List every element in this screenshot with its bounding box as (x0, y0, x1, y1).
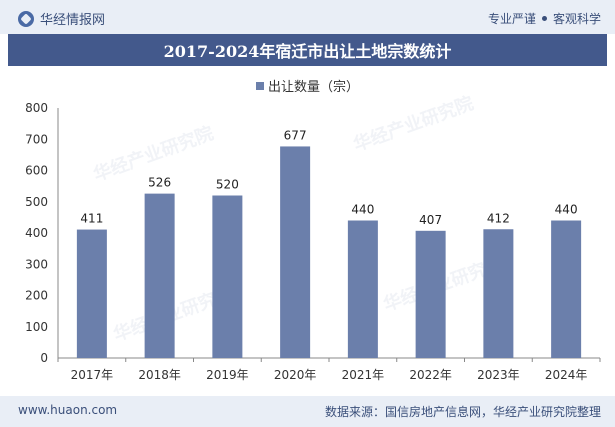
bar (551, 220, 582, 358)
x-tick-label: 2021年 (342, 368, 385, 382)
bar (483, 229, 514, 358)
slogan: 专业严谨 客观科学 (488, 10, 601, 27)
data-label: 520 (216, 178, 239, 192)
x-tick-label: 2022年 (409, 368, 452, 382)
dot-icon (541, 16, 547, 21)
data-label: 440 (555, 203, 578, 217)
slogan-left: 专业严谨 (487, 12, 536, 26)
y-tick-label: 300 (25, 257, 48, 271)
legend: 出让数量（宗） (0, 76, 615, 95)
y-tick-label: 600 (25, 164, 48, 178)
brand-logo-icon (18, 10, 34, 27)
top-bar: 华经情报网 专业严谨 客观科学 (0, 0, 615, 34)
bar (347, 220, 378, 358)
data-label: 526 (148, 176, 171, 190)
x-tick-label: 2018年 (138, 368, 181, 382)
chart-title: 2017-2024年宿迁市出让土地宗数统计 (163, 42, 452, 61)
legend-swatch (255, 81, 264, 90)
data-label: 411 (80, 212, 103, 226)
x-tick-label: 2024年 (545, 368, 588, 382)
bar (212, 195, 243, 358)
footer-source: 数据来源：国信房地产信息网，华经产业研究院整理 (324, 405, 601, 419)
y-tick-label: 200 (25, 289, 48, 303)
x-tick-label: 2017年 (71, 368, 114, 382)
footer-website[interactable]: www.huaon.com (18, 403, 118, 417)
data-label: 412 (487, 211, 510, 225)
slogan-right: 客观科学 (552, 12, 601, 26)
bar (280, 146, 311, 358)
legend-label: 出让数量（宗） (267, 80, 359, 95)
x-tick-label: 2020年 (274, 368, 317, 382)
brand-name: 华经情报网 (40, 13, 106, 28)
y-tick-label: 800 (25, 101, 48, 115)
bar (415, 230, 446, 358)
data-label: 407 (419, 213, 442, 227)
footer: www.huaon.com 数据来源：国信房地产信息网，华经产业研究院整理 (0, 396, 615, 427)
x-tick-label: 2019年 (206, 368, 249, 382)
y-tick-label: 500 (25, 195, 48, 209)
data-label: 677 (284, 128, 307, 142)
y-tick-label: 100 (25, 320, 48, 334)
y-tick-label: 700 (25, 132, 48, 146)
title-bar: 2017-2024年宿迁市出让土地宗数统计 (8, 34, 607, 66)
bar (76, 229, 107, 358)
data-label: 440 (351, 203, 374, 217)
y-tick-label: 400 (25, 226, 48, 240)
brand: 华经情报网 (18, 9, 105, 28)
bar (144, 193, 175, 358)
y-tick-label: 0 (40, 351, 48, 365)
x-tick-label: 2023年 (477, 368, 520, 382)
